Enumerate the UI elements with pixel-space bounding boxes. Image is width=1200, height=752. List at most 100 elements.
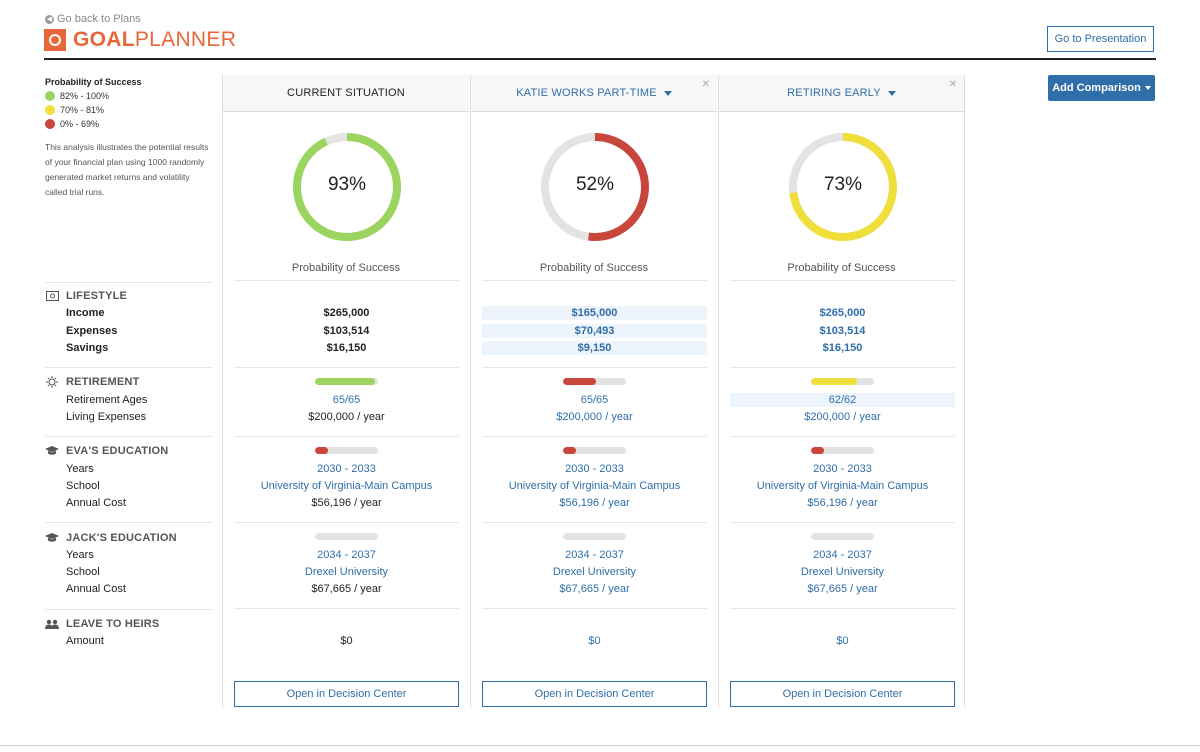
open-decision-center-button[interactable]: Open in Decision Center — [482, 681, 707, 707]
row-divider — [482, 522, 707, 523]
jack-school-value[interactable]: Drexel University — [304, 566, 389, 578]
add-comparison-button[interactable]: Add Comparison — [1048, 75, 1155, 101]
legend-item: 0% - 69% — [45, 119, 99, 129]
eva-years-value[interactable]: 2030 - 2033 — [317, 463, 376, 475]
probability-label: Probability of Success — [291, 262, 401, 274]
jack-annual-cost-label: Annual Cost — [66, 583, 126, 595]
row-divider — [730, 522, 955, 523]
heirs-amount-value[interactable]: $0 — [836, 635, 849, 647]
expenses-label: Expenses — [66, 325, 118, 337]
jack-education-section-header: JACK'S EDUCATION — [45, 532, 177, 544]
row-divider — [234, 367, 459, 368]
gauge-arc — [789, 133, 897, 241]
lifestyle-title: LIFESTYLE — [66, 290, 128, 302]
eva-years-value[interactable]: 2030 - 2033 — [813, 463, 872, 475]
yellow-dot-icon — [45, 105, 55, 115]
column-header-dropdown[interactable]: KATIE WORKS PART-TIME — [471, 75, 717, 112]
row-divider — [730, 608, 955, 609]
scenario-column-retiring-early: RETIRING EARLY ✕ 73% Probability of Succ… — [718, 75, 965, 707]
section-divider — [45, 522, 212, 523]
retirement-bar-fill — [811, 378, 857, 385]
savings-value[interactable]: $16,150 — [822, 342, 863, 354]
living-expenses-value[interactable]: $200,000 / year — [556, 411, 633, 423]
eva-bar-fill — [811, 447, 824, 454]
eva-education-title: EVA'S EDUCATION — [66, 445, 169, 457]
section-divider — [45, 282, 212, 283]
row-divider — [234, 280, 459, 281]
probability-gauge — [541, 133, 649, 241]
logo-mark-icon — [44, 29, 66, 51]
row-divider — [234, 522, 459, 523]
jack-years-label: Years — [66, 549, 94, 561]
heirs-amount-value: $0 — [340, 635, 353, 647]
go-to-presentation-button[interactable]: Go to Presentation — [1047, 26, 1154, 52]
caret-down-icon — [663, 90, 672, 96]
jack-education-title: JACK'S EDUCATION — [66, 532, 177, 544]
eva-bar-fill — [563, 447, 576, 454]
eva-annual-cost-label: Annual Cost — [66, 497, 126, 509]
open-decision-center-button[interactable]: Open in Decision Center — [234, 681, 459, 707]
jack-years-value[interactable]: 2034 - 2037 — [565, 549, 624, 561]
retirement-ages-value[interactable]: 65/65 — [580, 394, 609, 406]
probability-percent: 93% — [327, 174, 367, 195]
income-value[interactable]: $265,000 — [819, 307, 866, 319]
jack-years-value[interactable]: 2034 - 2037 — [317, 549, 376, 561]
caret-down-icon — [1144, 86, 1151, 90]
heirs-amount-label: Amount — [66, 635, 104, 647]
back-link-label: Go back to Plans — [57, 13, 141, 25]
retirement-ages-label: Retirement Ages — [66, 394, 148, 406]
jack-school-value[interactable]: Drexel University — [800, 566, 885, 578]
header-divider — [44, 58, 1156, 60]
graduation-cap-icon — [45, 445, 59, 457]
jack-school-label: School — [66, 566, 100, 578]
legend-item: 70% - 81% — [45, 105, 104, 115]
gauge-arc — [293, 133, 401, 241]
close-icon[interactable]: ✕ — [948, 79, 957, 90]
savings-value[interactable]: $9,150 — [482, 341, 707, 355]
eva-school-value[interactable]: University of Virginia-Main Campus — [260, 480, 433, 492]
logo-bold-text: GOAL — [73, 28, 135, 51]
column-header-dropdown[interactable]: RETIRING EARLY — [719, 75, 964, 112]
green-dot-icon — [45, 91, 55, 101]
living-expenses-value[interactable]: $200,000 / year — [804, 411, 881, 423]
back-to-plans-link[interactable]: ◀ Go back to Plans — [45, 13, 141, 25]
open-decision-center-button[interactable]: Open in Decision Center — [730, 681, 955, 707]
legend-item-label: 0% - 69% — [60, 119, 100, 129]
row-divider — [482, 608, 707, 609]
jack-cost-value[interactable]: $67,665 / year — [559, 583, 630, 595]
section-divider — [45, 436, 212, 437]
heirs-amount-value[interactable]: $0 — [588, 635, 601, 647]
retirement-bar-fill — [315, 378, 375, 385]
expenses-value: $103,514 — [323, 325, 370, 337]
jack-school-value[interactable]: Drexel University — [552, 566, 637, 578]
eva-years-value[interactable]: 2030 - 2033 — [565, 463, 624, 475]
eva-school-label: School — [66, 480, 100, 492]
row-divider — [730, 367, 955, 368]
probability-percent: 73% — [823, 174, 863, 195]
close-icon[interactable]: ✕ — [701, 79, 710, 90]
jack-years-value[interactable]: 2034 - 2037 — [813, 549, 872, 561]
jack-education-progress-bar — [563, 533, 626, 540]
expenses-value[interactable]: $103,514 — [819, 325, 866, 337]
logo-light-text: PLANNER — [134, 28, 237, 51]
expenses-value[interactable]: $70,493 — [482, 324, 707, 338]
income-value[interactable]: $165,000 — [482, 306, 707, 320]
retirement-ages-value[interactable]: 65/65 — [332, 394, 361, 406]
eva-cost-value: $56,196 / year — [311, 497, 382, 509]
column-title: KATIE WORKS PART-TIME — [516, 87, 657, 99]
eva-cost-value[interactable]: $56,196 / year — [807, 497, 878, 509]
scenario-column-current: CURRENT SITUATION 93% Probability of Suc… — [222, 75, 469, 707]
logo-wordmark: GOALPLANNER — [73, 28, 236, 52]
eva-school-value[interactable]: University of Virginia-Main Campus — [756, 480, 929, 492]
jack-cost-value[interactable]: $67,665 / year — [807, 583, 878, 595]
column-title: RETIRING EARLY — [787, 87, 881, 99]
living-expenses-label: Living Expenses — [66, 411, 147, 423]
arrow-left-icon: ◀ — [45, 14, 54, 24]
eva-school-value[interactable]: University of Virginia-Main Campus — [508, 480, 681, 492]
row-divider — [482, 436, 707, 437]
heirs-title: LEAVE TO HEIRS — [66, 618, 160, 630]
retirement-ages-value[interactable]: 62/62 — [730, 393, 955, 407]
row-divider — [234, 608, 459, 609]
legend-item-label: 70% - 81% — [60, 105, 105, 115]
eva-cost-value[interactable]: $56,196 / year — [559, 497, 630, 509]
